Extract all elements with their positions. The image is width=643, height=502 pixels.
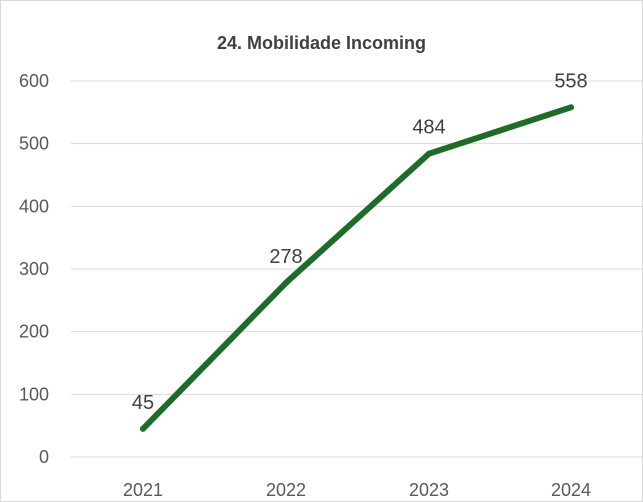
y-tick-label-100: 100 (19, 384, 49, 404)
data-point-2023 (426, 150, 432, 157)
x-tick-label-2021: 2021 (123, 480, 163, 500)
data-point-2024 (568, 104, 574, 111)
y-tick-label-0: 0 (39, 447, 49, 467)
y-tick-label-200: 200 (19, 322, 49, 342)
y-tick-label-400: 400 (19, 196, 49, 216)
data-point-2022 (283, 279, 289, 286)
x-tick-label-2023: 2023 (409, 480, 449, 500)
chart-title: 24. Mobilidade Incoming (216, 33, 427, 53)
data-label-2023: 484 (412, 117, 445, 139)
data-label-2021: 45 (132, 392, 154, 414)
y-tick-label-500: 500 (19, 134, 49, 154)
x-tick-label-2022: 2022 (266, 480, 306, 500)
x-tick-label-2024: 2024 (551, 480, 591, 500)
data-label-2024: 558 (554, 70, 587, 92)
y-tick-label-600: 600 (19, 71, 49, 91)
data-point-2021 (140, 425, 146, 432)
y-tick-label-300: 300 (19, 259, 49, 279)
data-label-2022: 278 (269, 246, 302, 268)
series-line-0 (140, 104, 574, 432)
